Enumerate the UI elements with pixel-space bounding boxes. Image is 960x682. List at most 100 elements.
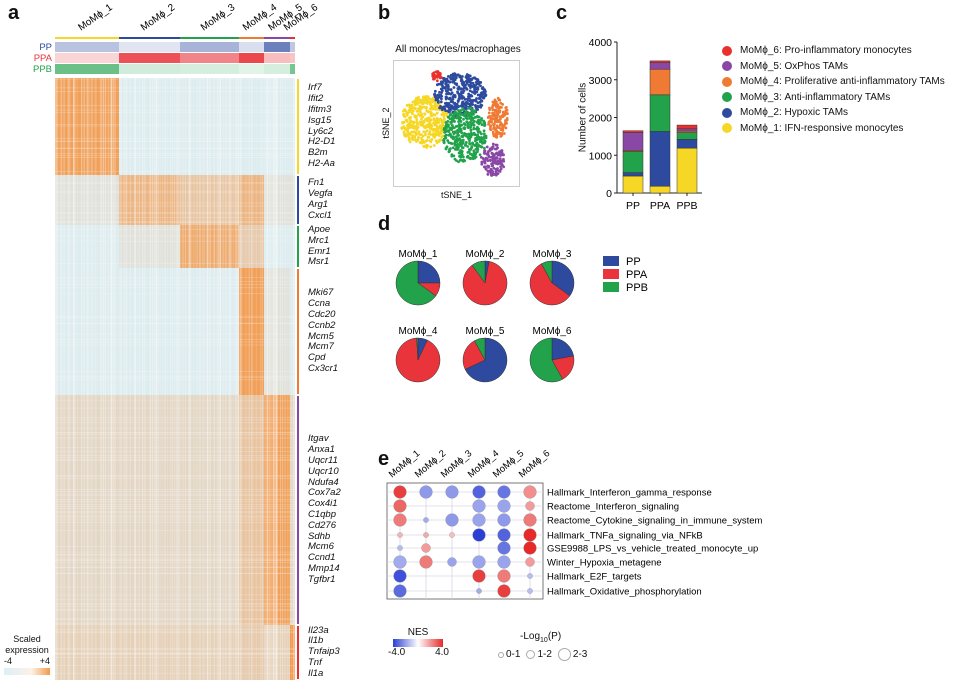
tsne-point-4 xyxy=(496,120,500,123)
tsne-point-1 xyxy=(407,124,411,128)
tsne-point-1 xyxy=(420,99,424,103)
heatmap-texture-line xyxy=(189,78,191,680)
gene-label: Anxa1 xyxy=(308,444,335,456)
tsne-point-4 xyxy=(490,106,494,110)
tsne-point-3 xyxy=(475,144,479,148)
tsne-point-4 xyxy=(501,115,505,118)
tsne-point-1 xyxy=(428,102,432,106)
tsne-point-3 xyxy=(480,145,483,149)
tsne-point-3 xyxy=(473,110,477,114)
tsne-point-2 xyxy=(464,101,468,104)
heatmap-texture-line xyxy=(291,78,293,680)
heatmap-texture-line xyxy=(101,78,102,680)
annotation-cell xyxy=(290,53,295,63)
heatmap-block xyxy=(239,225,264,268)
tsne-point-2 xyxy=(481,96,485,100)
tsne-point-1 xyxy=(412,120,416,124)
tsne-point-1 xyxy=(406,103,410,107)
heatmap-block xyxy=(290,268,295,395)
heatmap-texture-line xyxy=(91,78,93,680)
tsne-point-1 xyxy=(413,135,417,139)
dot-plot-point xyxy=(497,513,511,527)
tsne-point-4 xyxy=(494,101,498,105)
heatmap-texture-line xyxy=(236,78,237,680)
tsne-point-4 xyxy=(486,116,490,120)
dot-plot-point xyxy=(497,569,511,583)
tsne-point-2 xyxy=(474,80,478,84)
tsne-point-3 xyxy=(469,120,472,124)
heatmap-texture-line xyxy=(55,623,295,624)
tsne-point-2 xyxy=(474,90,478,94)
tsne-point-1 xyxy=(431,100,434,104)
heatmap-texture-line xyxy=(100,78,101,680)
gene-label: Arg1 xyxy=(308,199,329,210)
heatmap-texture-line xyxy=(279,78,281,680)
heatmap-texture-line xyxy=(88,78,89,680)
tsne-point-1 xyxy=(402,113,406,117)
tsne-point-1 xyxy=(410,120,413,123)
heatmap-texture-line xyxy=(55,263,295,264)
heatmap-texture-line xyxy=(231,78,232,680)
tsne-point-2 xyxy=(470,77,474,81)
heatmap-texture-line xyxy=(55,287,295,289)
heatmap-texture-line xyxy=(177,78,178,680)
tsne-point-4 xyxy=(492,126,495,130)
heatmap-texture-line xyxy=(55,125,295,127)
heatmap-texture-line xyxy=(62,78,64,680)
heatmap-texture-line xyxy=(55,475,295,476)
heatmap-texture-line xyxy=(277,78,278,680)
heatmap-texture-line xyxy=(265,78,267,680)
tsne-point-3 xyxy=(446,139,450,142)
heatmap-texture-line xyxy=(55,222,295,223)
heatmap-texture-line xyxy=(272,78,274,680)
tsne-point-3 xyxy=(458,119,462,123)
heatmap-block xyxy=(180,268,239,395)
tsne-point-2 xyxy=(454,105,458,108)
heatmap-texture-line xyxy=(55,657,295,658)
heatmap-texture-line xyxy=(55,516,295,518)
heatmap-texture-line xyxy=(276,78,278,680)
tsne-point-2 xyxy=(454,107,458,111)
heatmap-block xyxy=(264,175,290,225)
tsne-point-2 xyxy=(479,92,483,95)
tsne-point-2 xyxy=(447,88,451,91)
heatmap-texture-line xyxy=(159,78,161,680)
heatmap-texture-line xyxy=(262,78,263,680)
tsne-point-4 xyxy=(493,108,497,112)
dot-plot-point xyxy=(472,485,486,499)
heatmap-texture-line xyxy=(134,78,136,680)
tsne-point-1 xyxy=(428,139,432,143)
tsne-point-2 xyxy=(470,90,474,94)
tsne-point-3 xyxy=(449,133,453,137)
gene-label: Cox7a2 xyxy=(308,487,341,499)
heatmap-texture-line xyxy=(164,78,166,680)
heatmap-block xyxy=(180,175,239,225)
tsne-point-2 xyxy=(451,73,455,77)
heatmap-texture-line xyxy=(251,78,253,680)
heatmap-texture-line xyxy=(206,78,208,680)
nes-legend-gradient xyxy=(393,639,443,647)
tsne-point-3 xyxy=(483,140,487,143)
tsne-point-1 xyxy=(437,140,441,143)
heatmap-texture-line xyxy=(103,78,105,680)
heatmap-block xyxy=(55,395,119,625)
heatmap-texture-line xyxy=(55,458,295,460)
cluster-header-bar xyxy=(239,37,264,39)
heatmap-texture-line xyxy=(55,432,295,434)
heatmap-block xyxy=(180,395,239,625)
heatmap-block xyxy=(239,175,264,225)
heatmap-texture-line xyxy=(236,78,238,680)
tsne-point-2 xyxy=(456,100,460,103)
gene-label: Ly6c2 xyxy=(308,125,334,137)
tsne-point-3 xyxy=(480,132,483,136)
tsne-point-1 xyxy=(422,99,426,103)
tsne-point-2 xyxy=(481,86,485,89)
heatmap-texture-line xyxy=(87,78,89,680)
heatmap-texture-line xyxy=(55,147,295,149)
heatmap-block xyxy=(290,625,295,680)
tsne-point-2 xyxy=(459,92,463,96)
tsne-point-3 xyxy=(450,142,454,146)
tsne-point-1 xyxy=(411,134,414,138)
gene-label: Uqcr10 xyxy=(308,465,339,477)
tsne-point-1 xyxy=(418,120,422,124)
